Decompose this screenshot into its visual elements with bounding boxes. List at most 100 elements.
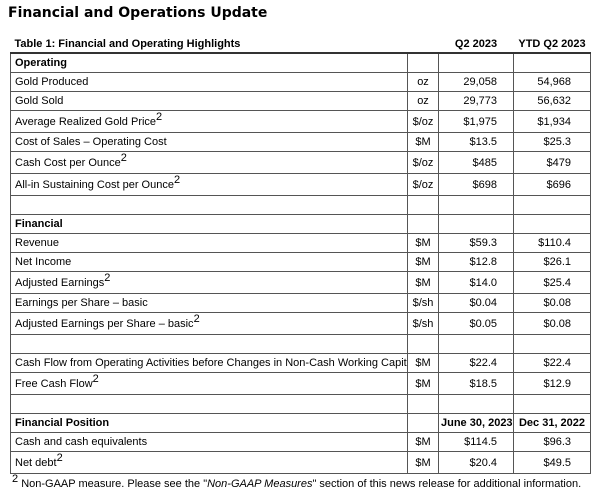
row-label-cell: All-in Sustaining Cost per Ounce2 <box>10 173 408 196</box>
row-label-cell: Cash and cash equivalents <box>10 432 408 452</box>
empty-cell <box>407 52 439 73</box>
row-label-cell: Cost of Sales – Operating Cost <box>10 132 408 152</box>
data-row: Earnings per Share – basic $/sh $0.04 $0.08 <box>10 293 591 313</box>
row-label: Cash Cost per Ounce <box>15 156 121 169</box>
row-label: Gold Sold <box>15 95 64 107</box>
data-row: Adjusted Earnings per Share – basic2 $/sh… <box>10 312 591 335</box>
header-row: Table 1: Financial and Operating Highlig… <box>10 35 591 54</box>
value: 29,773 <box>438 91 514 111</box>
empty-cell <box>513 394 591 414</box>
col-header: Dec 31, 2022 <box>513 413 591 433</box>
value: $698 <box>438 173 514 196</box>
value: $49.5 <box>513 451 591 474</box>
row-label-cell: Net debt2 <box>10 451 408 474</box>
data-row: Cost of Sales – Operating Cost $M $13.5 $25… <box>10 132 591 152</box>
data-row: Cash Cost per Ounce2 $/oz $485 $479 <box>10 151 591 174</box>
empty-cell <box>438 52 514 73</box>
section-title: Financial Position <box>10 413 408 433</box>
value: $25.4 <box>513 271 591 294</box>
data-row: Adjusted Earnings2 $M $14.0 $25.4 <box>10 271 591 294</box>
row-label-cell: Earnings per Share – basic <box>10 293 408 313</box>
value: $110.4 <box>513 233 591 253</box>
section-title: Financial <box>10 214 408 234</box>
footnote-ref: 2 <box>173 173 181 186</box>
value: $0.05 <box>438 312 514 335</box>
row-label-cell: Cash Flow from Operating Activities befo… <box>10 353 408 373</box>
value: $13.5 <box>438 132 514 152</box>
row-label-cell: Revenue <box>10 233 408 253</box>
data-row: All-in Sustaining Cost per Ounce2 $/oz $69… <box>10 173 591 196</box>
value: $696 <box>513 173 591 196</box>
unit: $M <box>407 233 439 253</box>
empty-cell <box>407 334 439 354</box>
footnote-ref: 2 <box>193 312 200 325</box>
unit: $/oz <box>407 110 439 133</box>
table-body: Table 1: Financial and Operating Highlig… <box>10 35 591 474</box>
value: $20.4 <box>438 451 514 474</box>
row-label-cell: Gold Sold <box>10 91 408 111</box>
row-label: Gold Produced <box>15 76 89 88</box>
row-label-cell: Average Realized Gold Price2 <box>10 110 408 133</box>
footnote: 2 Non-GAAP measure. Please see the "Non-… <box>12 474 582 491</box>
row-label: All-in Sustaining Cost per Ounce <box>15 178 174 191</box>
row-label: Earnings per Share – basic <box>15 297 148 309</box>
value: $485 <box>438 151 514 174</box>
section-row: Financial <box>10 214 591 234</box>
col-header: Q2 2023 <box>438 35 514 54</box>
value: $96.3 <box>513 432 591 452</box>
data-row: Cash and cash equivalents $M $114.5 $96.3 <box>10 432 591 452</box>
highlights-table: Table 1: Financial and Operating Highlig… <box>10 35 591 474</box>
empty-cell <box>438 334 514 354</box>
value: 56,632 <box>513 91 591 111</box>
footnote-ref: 2 <box>104 271 111 284</box>
footnote-text: " section of this news release for addit… <box>312 478 582 490</box>
value: $59.3 <box>438 233 514 253</box>
row-label-cell: Gold Produced <box>10 72 408 92</box>
row-label-cell: Net Income <box>10 252 408 272</box>
footnote-ref: 2 <box>56 451 63 464</box>
value: $12.8 <box>438 252 514 272</box>
empty-cell <box>513 195 591 215</box>
empty-cell <box>438 195 514 215</box>
row-label: Free Cash Flow <box>15 377 93 390</box>
section-row: Operating <box>10 52 591 73</box>
data-row: Gold Sold oz 29,773 56,632 <box>10 91 591 111</box>
value: $479 <box>513 151 591 174</box>
empty-cell <box>407 413 439 433</box>
value: $0.08 <box>513 312 591 335</box>
empty-cell <box>10 394 408 414</box>
data-row: Revenue $M $59.3 $110.4 <box>10 233 591 253</box>
value: $0.04 <box>438 293 514 313</box>
row-label: Cost of Sales – Operating Cost <box>15 136 167 148</box>
unit: $M <box>407 372 439 395</box>
unit: $M <box>407 451 439 474</box>
footnote-italic: Non-GAAP Measures <box>207 478 313 490</box>
spacer-row <box>10 195 591 215</box>
empty-cell <box>407 195 439 215</box>
empty-cell <box>407 394 439 414</box>
empty-cell <box>10 334 408 354</box>
value: $26.1 <box>513 252 591 272</box>
data-row: Net Income $M $12.8 $26.1 <box>10 252 591 272</box>
empty-cell <box>438 214 514 234</box>
row-label-cell: Free Cash Flow2 <box>10 372 408 395</box>
unit: $/oz <box>407 151 439 174</box>
section-row: Financial Position June 30, 2023 Dec 31, 2… <box>10 413 591 433</box>
unit: oz <box>407 91 439 111</box>
row-label-cell: Adjusted Earnings2 <box>10 271 408 294</box>
unit: $M <box>407 132 439 152</box>
col-header: June 30, 2023 <box>438 413 514 433</box>
value: $22.4 <box>438 353 514 373</box>
unit: oz <box>407 72 439 92</box>
footnote-text: Non-GAAP measure. Please see the " <box>21 478 208 490</box>
data-row: Net debt2 $M $20.4 $49.5 <box>10 451 591 474</box>
unit: $M <box>407 353 439 373</box>
spacer-row <box>10 334 591 354</box>
value: $1,975 <box>438 110 514 133</box>
empty-cell <box>10 195 408 215</box>
value: $25.3 <box>513 132 591 152</box>
spacer-row <box>10 394 591 414</box>
row-label: Revenue <box>15 237 60 249</box>
row-label: Cash Flow from Operating Activities befo… <box>15 357 408 369</box>
